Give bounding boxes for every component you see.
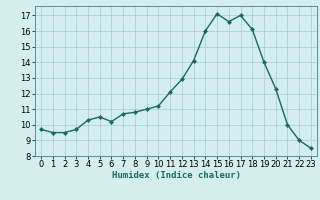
X-axis label: Humidex (Indice chaleur): Humidex (Indice chaleur) xyxy=(111,171,241,180)
